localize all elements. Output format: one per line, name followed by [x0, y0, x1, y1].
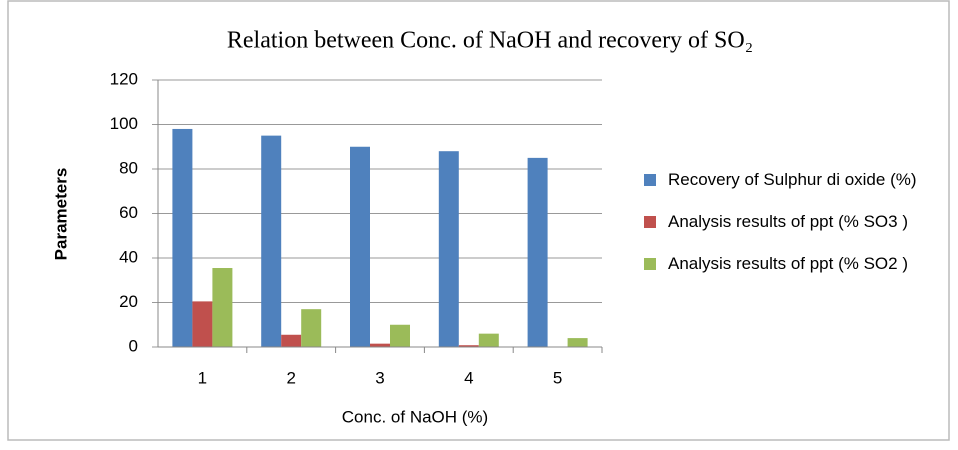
chart-title: Relation between Conc. of NaOH and recov… — [227, 28, 753, 54]
x-tick-label: 3 — [375, 368, 384, 387]
x-tick-label: 1 — [198, 368, 207, 387]
bar — [281, 334, 302, 347]
bar — [301, 309, 322, 347]
legend-label: Analysis results of ppt (% SO3 ) — [668, 212, 908, 231]
bar — [192, 301, 213, 347]
y-tick-label: 100 — [110, 114, 138, 133]
legend-label: Analysis results of ppt (% SO2 ) — [668, 254, 908, 273]
bar — [261, 135, 282, 347]
y-tick-label: 120 — [110, 69, 138, 88]
bar — [390, 324, 410, 347]
bar — [458, 345, 479, 347]
bar — [527, 157, 548, 347]
y-tick-label: 40 — [119, 247, 138, 266]
x-axis-label: Conc. of NaOH (%) — [342, 407, 488, 426]
bar — [212, 268, 233, 347]
x-tick-label: 2 — [286, 368, 295, 387]
legend: Recovery of Sulphur di oxide (%) Analysis… — [644, 168, 949, 294]
y-axis-label: Parameters — [51, 168, 70, 261]
bar — [350, 146, 370, 347]
y-tick-label: 60 — [119, 203, 138, 222]
bar — [172, 128, 193, 347]
x-tick-label: 5 — [553, 368, 562, 387]
chart-border — [7, 0, 950, 441]
legend-swatch — [644, 216, 656, 228]
y-tick-label: 0 — [129, 336, 138, 355]
bar — [438, 151, 459, 347]
bar — [370, 343, 390, 347]
y-tick-label: 80 — [119, 158, 138, 177]
legend-entry: Analysis results of ppt (% SO2 ) — [644, 252, 949, 276]
legend-swatch — [644, 258, 656, 270]
legend-label: Recovery of Sulphur di oxide (%) — [668, 170, 917, 189]
bar — [478, 333, 499, 347]
y-tick-label: 20 — [119, 292, 138, 311]
legend-entry: Recovery of Sulphur di oxide (%) — [644, 168, 949, 192]
legend-entry: Analysis results of ppt (% SO3 ) — [644, 210, 949, 234]
legend-swatch — [644, 174, 656, 186]
x-tick-label: 4 — [464, 368, 473, 387]
bar — [567, 338, 588, 347]
